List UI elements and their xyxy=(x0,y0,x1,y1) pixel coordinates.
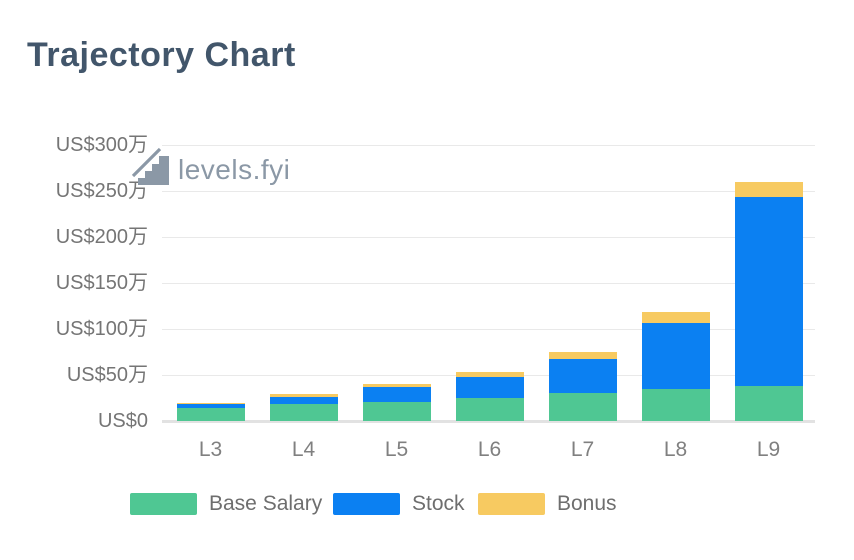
legend-label-bonus: Bonus xyxy=(557,491,617,515)
y-tick-label: US$300万 xyxy=(55,134,148,156)
bar-l9-stock[interactable] xyxy=(734,196,803,387)
x-tick-label-l8: L8 xyxy=(663,438,688,461)
bar-l8-bonus[interactable] xyxy=(641,312,710,324)
gridline xyxy=(162,145,815,146)
y-tick-label: US$0 xyxy=(97,410,148,432)
bar-l7-stock[interactable] xyxy=(548,359,617,394)
x-axis-line xyxy=(162,420,815,423)
legend-swatch-stock xyxy=(333,492,400,515)
x-tick-label-l5: L5 xyxy=(384,438,409,461)
bar-l9-base-salary[interactable] xyxy=(734,386,803,421)
bar-l4-bonus[interactable] xyxy=(269,394,338,398)
bar-l6-stock[interactable] xyxy=(455,376,524,398)
watermark-text: levels.fyi xyxy=(178,154,291,185)
bar-l5-stock[interactable] xyxy=(362,386,431,402)
x-tick-label-l4: L4 xyxy=(291,438,316,461)
bar-l5-base-salary[interactable] xyxy=(362,401,431,421)
bar-l5-bonus[interactable] xyxy=(362,384,431,387)
stairs-growth-icon xyxy=(131,145,171,195)
gridline xyxy=(162,237,815,238)
legend-item-stock[interactable]: Stock xyxy=(333,492,465,515)
legend-swatch-base-salary xyxy=(130,492,197,515)
legend-label-stock: Stock xyxy=(412,491,465,515)
bar-l9-bonus[interactable] xyxy=(734,181,803,197)
legend-swatch-bonus xyxy=(478,492,545,515)
y-tick-label: US$100万 xyxy=(55,318,148,340)
bar-l4-base-salary[interactable] xyxy=(269,404,338,421)
y-tick-label: US$50万 xyxy=(66,364,148,386)
bar-l4-stock[interactable] xyxy=(269,397,338,405)
bar-l7-base-salary[interactable] xyxy=(548,393,617,421)
x-tick-label-l9: L9 xyxy=(756,438,781,461)
x-tick-label-l7: L7 xyxy=(570,438,595,461)
page-title: Trajectory Chart xyxy=(27,36,296,74)
legend-item-base-salary[interactable]: Base Salary xyxy=(130,492,322,515)
bar-l6-base-salary[interactable] xyxy=(455,398,524,421)
x-tick-label-l3: L3 xyxy=(198,438,223,461)
gridline xyxy=(162,191,815,192)
bar-l3-stock[interactable] xyxy=(176,404,245,409)
bar-l8-stock[interactable] xyxy=(641,323,710,389)
legend-label-base-salary: Base Salary xyxy=(209,491,323,515)
y-tick-label: US$150万 xyxy=(55,272,148,294)
legend-item-bonus[interactable]: Bonus xyxy=(478,492,617,515)
bar-l7-bonus[interactable] xyxy=(548,352,617,360)
gridline xyxy=(162,283,815,284)
levels-fyi-watermark: levels.fyi xyxy=(131,145,290,195)
bar-l6-bonus[interactable] xyxy=(455,372,524,377)
x-tick-label-l6: L6 xyxy=(477,438,502,461)
gridline xyxy=(162,329,815,330)
y-tick-label: US$200万 xyxy=(55,226,148,248)
bar-l3-bonus[interactable] xyxy=(176,402,245,405)
y-tick-label: US$250万 xyxy=(55,180,148,202)
bar-l8-base-salary[interactable] xyxy=(641,388,710,421)
bar-l3-base-salary[interactable] xyxy=(176,408,245,421)
